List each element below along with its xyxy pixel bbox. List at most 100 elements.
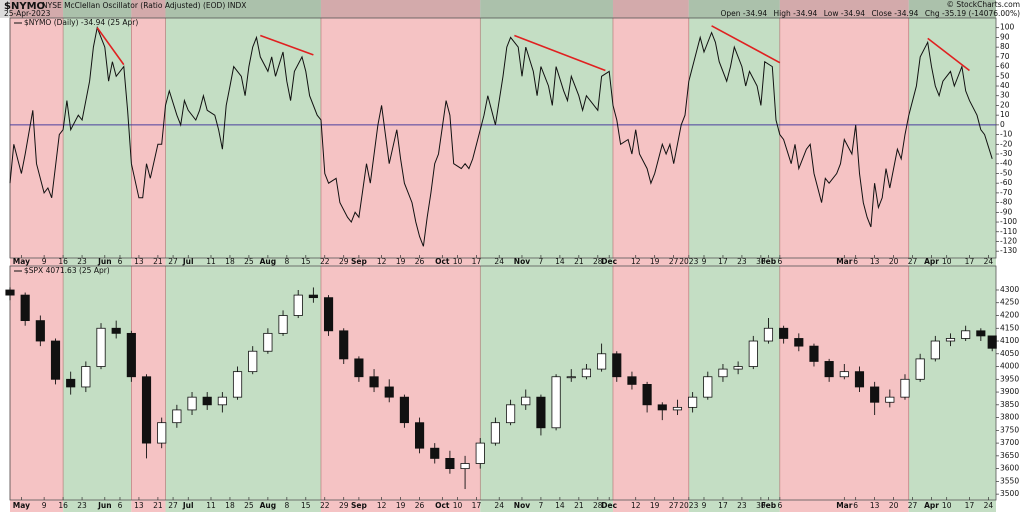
y-tick-label: 50 [1000,71,1010,80]
x-tick-label: 12 [377,501,387,510]
x-tick-label: 17 [472,257,482,266]
x-tick-label: Mar [836,501,853,510]
candle-body [20,294,30,322]
x-tick-label: 12 [631,501,641,510]
x-tick-label: 15 [301,501,311,510]
shaded-region [779,0,909,266]
x-tick-label: 27 [669,257,679,266]
x-tick-label: 23 [737,257,747,266]
x-tick-label: 17 [965,257,975,266]
x-tick-label: Sep [351,501,367,510]
y-tick-label: 4150 [1000,323,1019,332]
x-tick-label: 29 [339,501,349,510]
shaded-region [10,266,64,512]
candle-body [293,294,303,316]
candle-body [66,378,76,388]
x-tick-label: Nov [514,257,530,266]
x-tick-label: 6 [118,257,123,266]
candle-body [126,332,136,378]
shaded-region [908,0,996,266]
legend-label: $NYMO (Daily) -34.94 (25 Apr) [24,18,138,27]
x-tick-label: 9 [702,257,707,266]
candle-body [111,327,121,334]
x-tick-label: 6 [777,501,782,510]
x-tick-label: Dec [601,257,617,266]
candle-body [703,376,713,398]
candle-body [657,404,667,411]
x-tick-label: 9 [702,501,707,510]
x-tick-label: 6 [853,257,858,266]
y-tick-label: 3900 [1000,387,1019,396]
candle-body [339,330,349,360]
candle-body [824,361,834,378]
x-tick-label: 21 [574,257,584,266]
x-tick-label: 6 [777,257,782,266]
trend-line [927,37,970,72]
candle-body [445,458,455,470]
candle-body [642,384,652,406]
candle-body [627,376,637,385]
x-tick-label: 16 [58,257,68,266]
x-tick-label: May [13,257,30,266]
x-tick-label: 13 [134,501,144,510]
shaded-region [779,266,909,512]
x-tick-label: 17 [718,257,728,266]
x-tick-label: 14 [555,501,565,510]
x-tick-label: 19 [396,257,406,266]
shaded-region [480,266,613,512]
trend-line [96,27,125,66]
x-tick-label: 23 [77,501,87,510]
candle-body [490,422,500,444]
candle-body [748,340,758,367]
shaded-region [63,0,132,266]
x-tick-label: 23 [77,257,87,266]
x-tick-label: 25 [244,501,254,510]
x-tick-label: 19 [396,501,406,510]
candle-body [612,353,622,378]
x-tick-label: 10 [453,501,463,510]
y-tick-label: -50 [1000,168,1012,177]
x-tick-label: Jul [182,257,194,266]
candle-body [35,320,45,342]
plot-frame [9,17,997,259]
x-tick-label: Oct [435,501,450,510]
candle-body [976,330,986,337]
x-tick-label: 24 [494,501,504,510]
candle-body [521,396,531,406]
shaded-region [10,0,64,266]
candle-body [915,358,925,380]
candle-body [232,371,243,398]
y-tick-label: 40 [1000,81,1010,90]
x-tick-label: 7 [539,501,544,510]
backgrounds [9,0,996,512]
x-tick-label: 24 [494,257,504,266]
y-tick-label: 3600 [1000,464,1019,473]
candle-body [263,332,273,352]
y-tick-label: 90 [1000,32,1010,41]
x-tick-label: 9 [42,257,47,266]
x-tick-label: 2023 [679,257,698,266]
x-tick-label: 7 [539,257,544,266]
trend-line [260,34,314,56]
y-tick-label: 3750 [1000,425,1019,434]
x-tick-label: 20 [889,501,899,510]
x-tick-label: 12 [377,257,387,266]
candle-body [354,358,364,378]
plots: 1009080706050403020100-10-20-30-40-50-60… [5,0,1024,512]
y-tick-label: -10 [1000,130,1012,139]
x-tick-label: 16 [58,501,68,510]
shaded-region [612,0,689,266]
x-tick-label: 19 [650,501,660,510]
x-tick-label: 10 [942,501,952,510]
shaded-region [165,0,321,266]
candle-body [870,386,880,403]
candle-body [278,315,288,334]
x-tick-label: 20 [889,257,899,266]
candle-body [369,376,379,388]
candle-body [81,366,91,388]
x-tick-label: 27 [669,501,679,510]
shaded-region [480,0,613,266]
y-tick-label: 4250 [1000,298,1019,307]
y-tick-label: 70 [1000,52,1010,61]
quote-item: High -34.94 [774,9,818,18]
